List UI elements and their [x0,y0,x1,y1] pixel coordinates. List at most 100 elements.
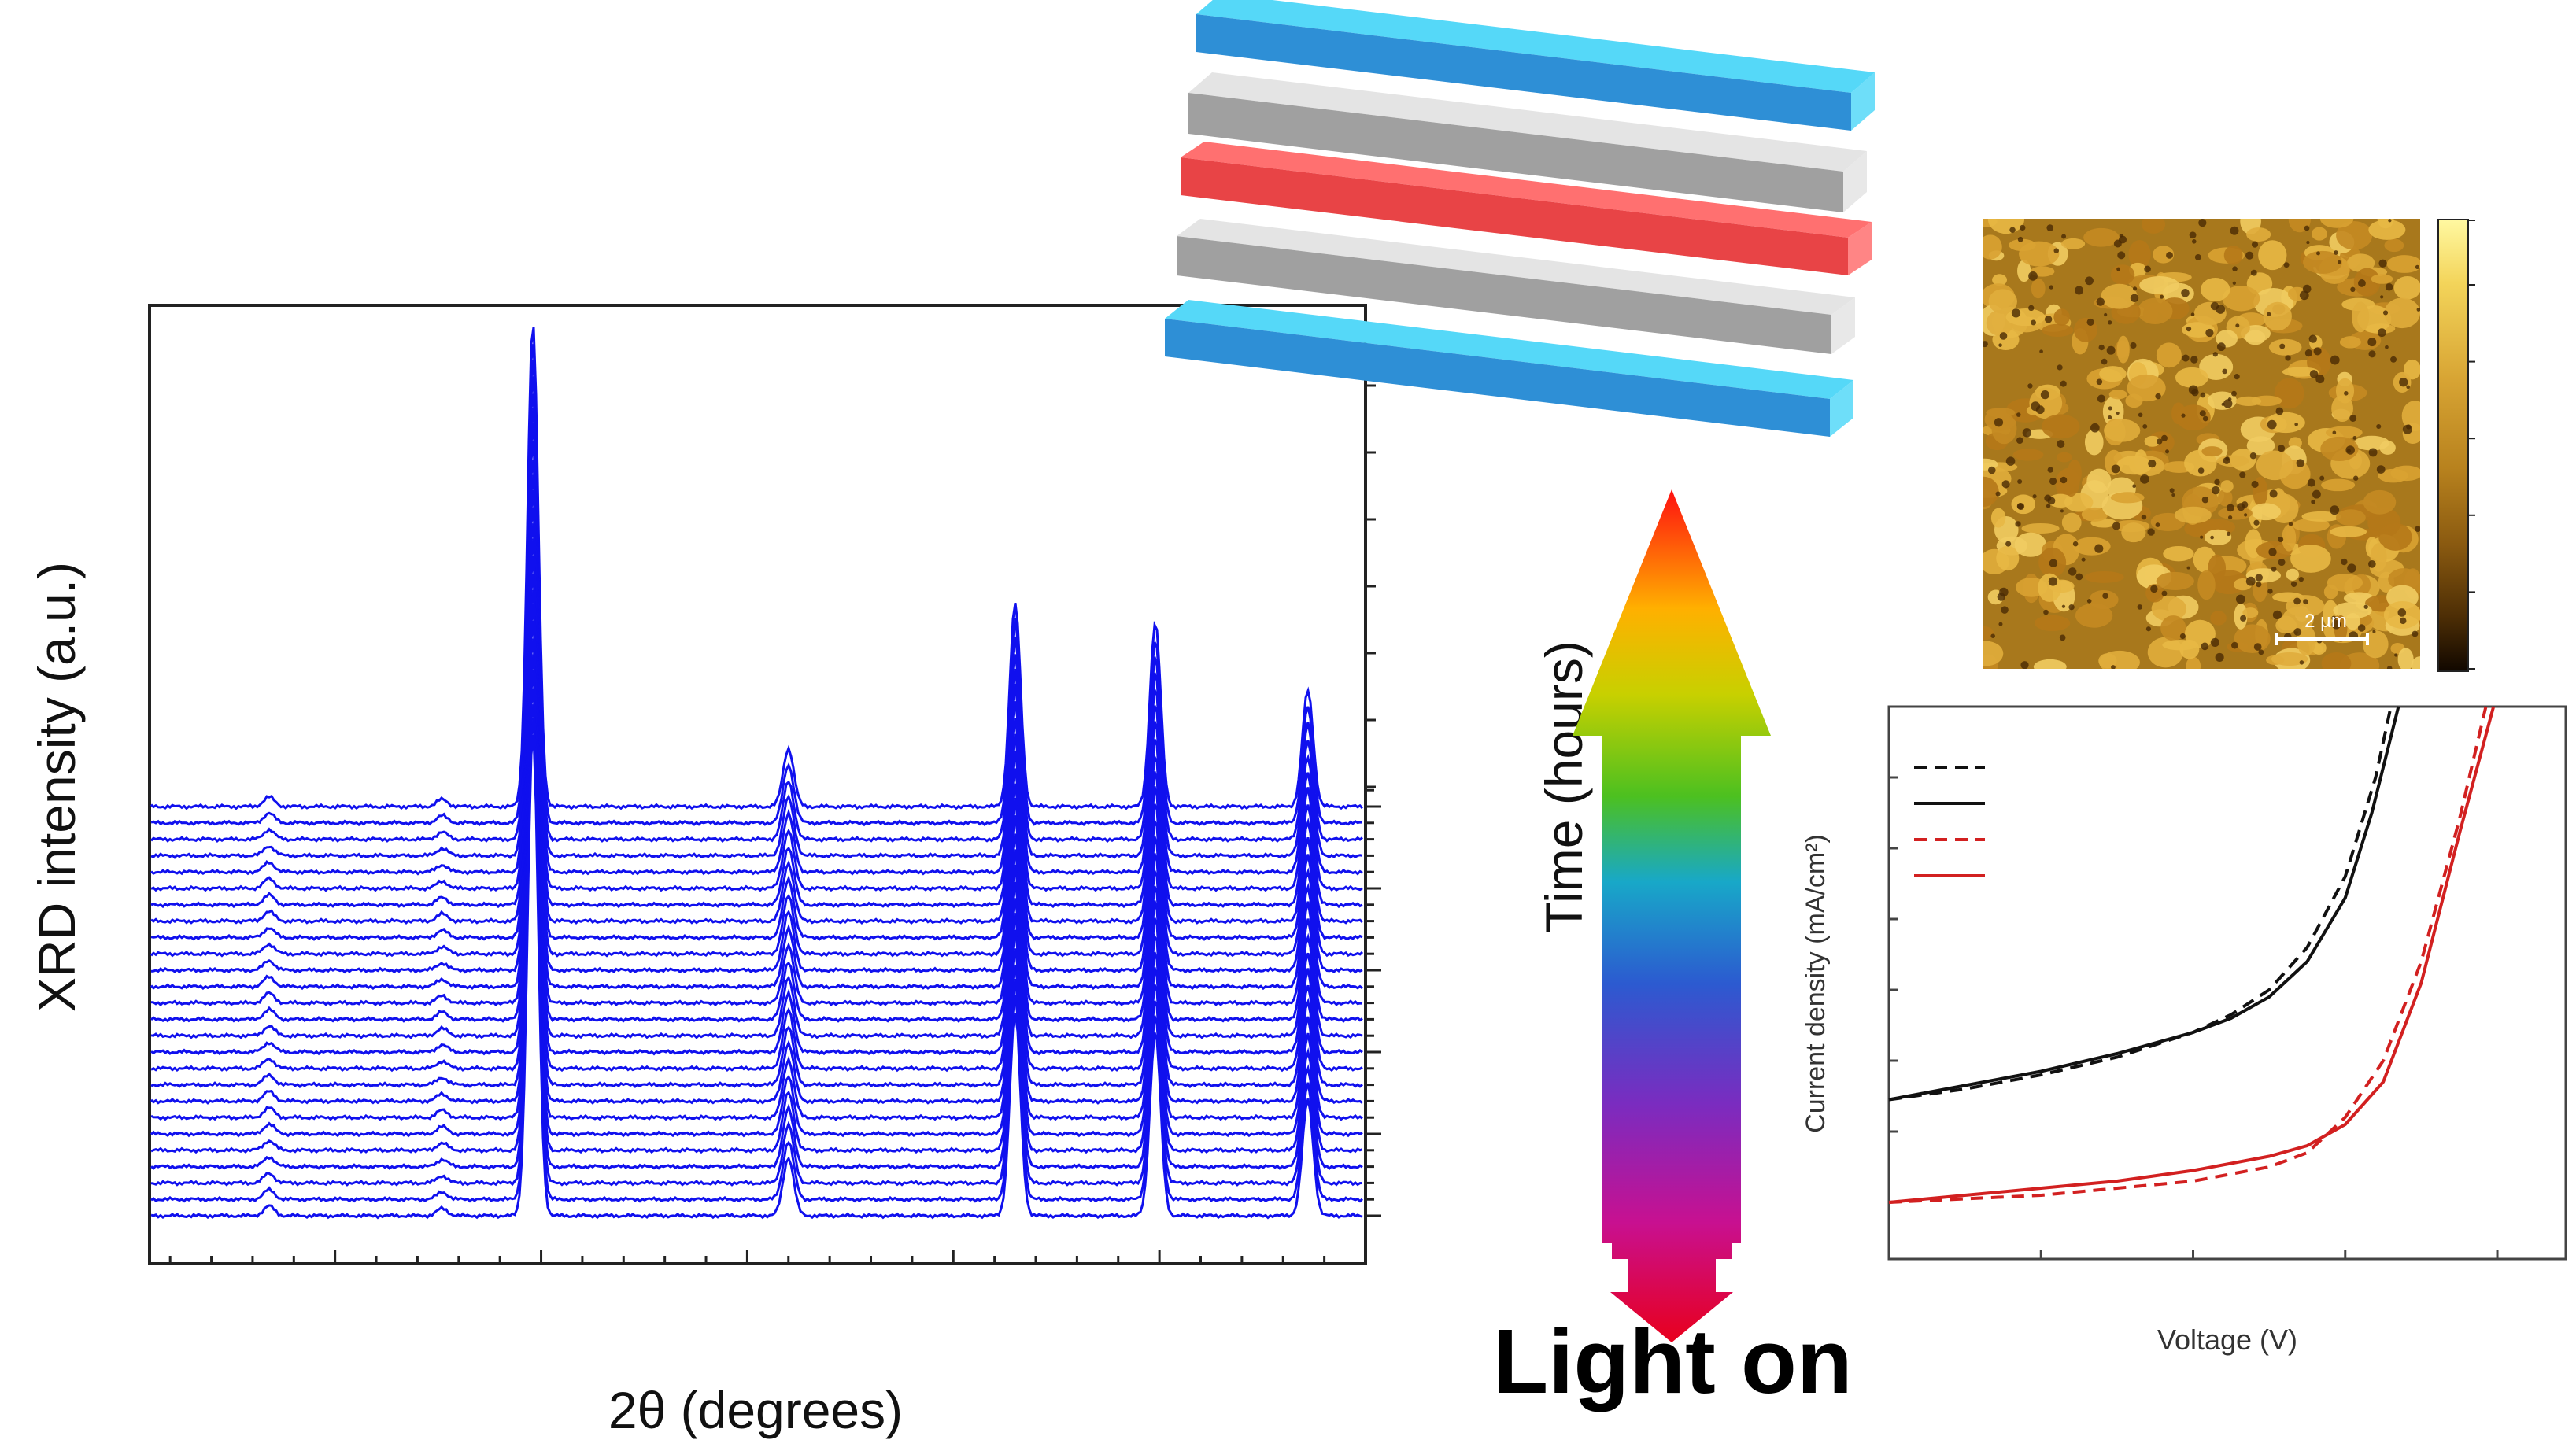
afm-pore [2311,500,2315,504]
afm-pore [2293,628,2302,636]
afm-grain [2335,378,2355,404]
afm-pore [2239,471,2246,478]
afm-pore [2278,536,2284,542]
afm-pore [2116,267,2120,271]
afm-pore [2307,478,2315,487]
afm-pore [2072,541,2079,547]
afm-grain [1983,476,1999,507]
afm-pore [2101,358,2108,365]
afm-grain [2175,367,2208,388]
afm-grain [2330,526,2367,537]
afm-pore [2043,609,2049,615]
afm-grain [2151,596,2187,622]
afm-pore [2138,412,2143,418]
afm-grain [1990,508,2006,528]
xrd-plot-frame [148,304,1367,1265]
afm-pore [2212,352,2218,357]
afm-pore [2020,661,2029,669]
afm-pore [2132,286,2138,291]
afm-pore [2182,354,2190,362]
afm-pore [2269,489,2278,498]
afm-pore [2119,234,2123,238]
afm-pore [2357,624,2366,632]
afm-pore [2214,478,2220,486]
afm-pore [2150,585,2158,593]
afm-pore [2061,234,2067,239]
afm-pore [2399,617,2407,625]
afm-pore [2298,576,2304,582]
afm-pore [2040,390,2049,400]
afm-grain [2353,268,2381,297]
jv-x-axis-label: Voltage (V) [2157,1324,2297,1356]
afm-pore [2155,522,2160,527]
afm-grain [2174,506,2212,524]
afm-pore [2113,239,2122,248]
stack-layer-side [1831,297,1855,354]
xrd-trace [150,441,1364,925]
afm-grain [2223,246,2243,265]
afm-pore [2278,559,2286,567]
afm-grain [2292,518,2330,532]
afm-pore [2239,615,2247,622]
afm-grain [2354,435,2390,451]
afm-pore [2086,598,2092,604]
xrd-trace [150,556,1363,1039]
xrd-trace [150,408,1363,892]
afm-grain [2057,452,2072,463]
afm-grain [2104,419,2141,442]
afm-pore [2117,251,2126,260]
afm-pore [2388,219,2392,223]
afm-pore [2028,271,2038,281]
afm-pore [2111,665,2116,669]
afm-grain [2335,509,2366,526]
afm-pore [2228,515,2233,520]
afm-pore [2039,349,2043,354]
afm-pore [2251,480,2259,488]
afm-pore [2267,419,2277,430]
afm-pore [2319,475,2325,481]
afm-pore [2385,345,2389,349]
afm-pore [2205,328,2214,338]
afm-grain [2251,503,2282,521]
afm-pore [2382,310,2389,316]
afm-pore [2256,582,2262,588]
afm-pore [2368,559,2376,568]
afm-grain [2121,522,2146,543]
afm-grain [1991,413,2017,445]
afm-grain [2345,613,2361,630]
afm-grain [2301,511,2341,522]
afm-pore [2250,269,2257,276]
afm-grain [1983,626,1994,641]
afm-grain [1983,641,2004,666]
afm-grain [1988,289,2017,314]
stack-layer-top [1181,142,1872,238]
afm-pore [2215,652,2224,662]
afm-pore [2235,594,2245,604]
afm-grain [2271,652,2308,666]
afm-pore [2049,477,2057,486]
afm-grain [2266,412,2305,434]
afm-pore [2415,526,2420,532]
afm-grain [2303,250,2342,274]
afm-pore [2267,589,2273,594]
afm-grain [2290,545,2331,573]
afm-pore [2112,522,2121,530]
stack-layer-top [1188,72,1867,172]
afm-pore [2368,448,2378,457]
afm-pore [2306,241,2310,245]
jv-legend [1914,766,1985,877]
afm-pore [2165,449,2170,454]
afm-pore [2046,224,2054,231]
afm-pore [2108,320,2112,325]
afm-pore [2316,251,2320,256]
afm-grain [2218,489,2233,507]
afm-grain [2098,653,2117,669]
afm-pore [2166,251,2173,259]
afm-pore [2363,604,2368,609]
afm-pore [2415,264,2420,269]
afm-pore [2231,390,2237,397]
afm-colorbar [2437,219,2469,672]
afm-pore [2047,497,2056,505]
afm-pore [2358,279,2366,287]
afm-pore [2001,480,2010,489]
